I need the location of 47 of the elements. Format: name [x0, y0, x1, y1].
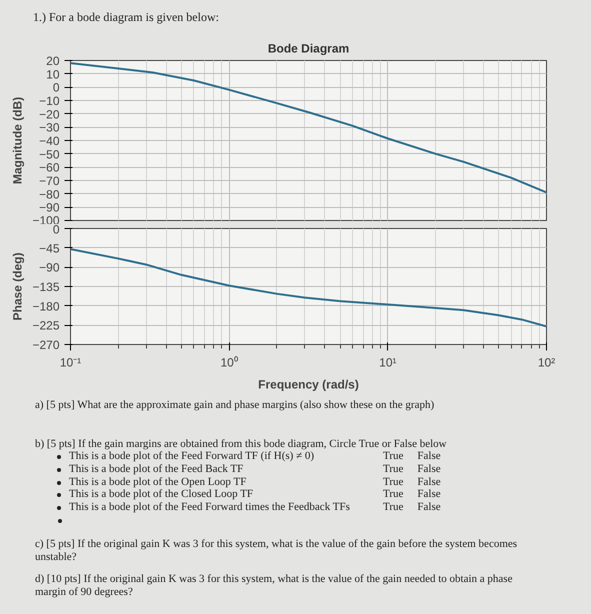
y-tick-label: −90	[39, 200, 60, 215]
text: False	[417, 476, 441, 488]
text: This is a bode plot of the Feed Forward TF (if H(s) ≠ 0)	[69, 450, 316, 463]
y-tick-label: −10	[39, 94, 60, 108]
text: This is a bode plot of the Feed Back TF	[69, 462, 244, 476]
x-tick-label: 10⁻¹	[60, 356, 82, 370]
y-tick-label: −50	[39, 147, 60, 162]
y-tick-label: −45	[39, 241, 60, 256]
text: This is a bode plot of the Open Loop TF	[69, 476, 248, 488]
y-tick-label: −135	[32, 280, 60, 294]
text: False	[417, 462, 441, 476]
y-axis-title: Magnitude (dB)	[10, 96, 24, 184]
y-tick-label: −20	[39, 107, 60, 122]
y-tick-label: −270	[32, 338, 60, 352]
text: True	[382, 450, 404, 463]
text: True	[382, 500, 404, 514]
y-tick-label: 10	[46, 67, 60, 82]
text: True	[382, 488, 404, 501]
x-axis-title: Frequency (rad/s)	[258, 378, 359, 392]
y-tick-label: −40	[39, 134, 60, 148]
text: True	[382, 462, 404, 476]
y-tick-label: −90	[39, 260, 60, 275]
x-tick-label: 10¹	[379, 356, 397, 370]
y-tick-label: −60	[39, 160, 60, 175]
y-tick-label: −180	[32, 299, 60, 314]
x-tick-label: 10²	[538, 356, 556, 370]
y-tick-label: −30	[39, 120, 60, 135]
text: 1.) For a bode diagram is given below:	[33, 9, 219, 26]
y-tick-label: −70	[39, 174, 60, 188]
x-tick-label: 10⁰	[220, 356, 238, 370]
text: b) [5 pts] If the gain margins are obtained from this bode diagram, Circle True or False below	[35, 438, 448, 450]
text: This is a bode plot of the Closed Loop TF	[69, 488, 254, 501]
text: This is a bode plot of the Feed Forward times the Feedback TFs	[69, 500, 351, 514]
y-tick-label: 20	[46, 54, 60, 68]
text: False	[417, 450, 441, 463]
y-tick-label: −225	[32, 318, 60, 333]
text: False	[417, 488, 441, 501]
text: a) [5 pts] What are the approximate gain and phase margins (also show these on the graph)	[35, 399, 436, 412]
y-tick-label: 0	[52, 80, 60, 95]
text: d) [10 pts] If the original gain K was 3 for this system, what is the value of the gain needed to obtain a phase margin of 90 degrees?	[35, 573, 514, 599]
y-tick-label: 0	[52, 222, 60, 236]
text: False	[417, 500, 441, 514]
chart-title: Bode Diagram	[268, 42, 350, 56]
y-axis-title: Phase (deg)	[10, 252, 24, 321]
y-tick-label: −80	[39, 187, 60, 202]
text: c) [5 pts] If the original gain K was 3 for this system, what is the value of the gain before the system becomes unstable?	[35, 538, 518, 564]
text: True	[382, 476, 404, 488]
